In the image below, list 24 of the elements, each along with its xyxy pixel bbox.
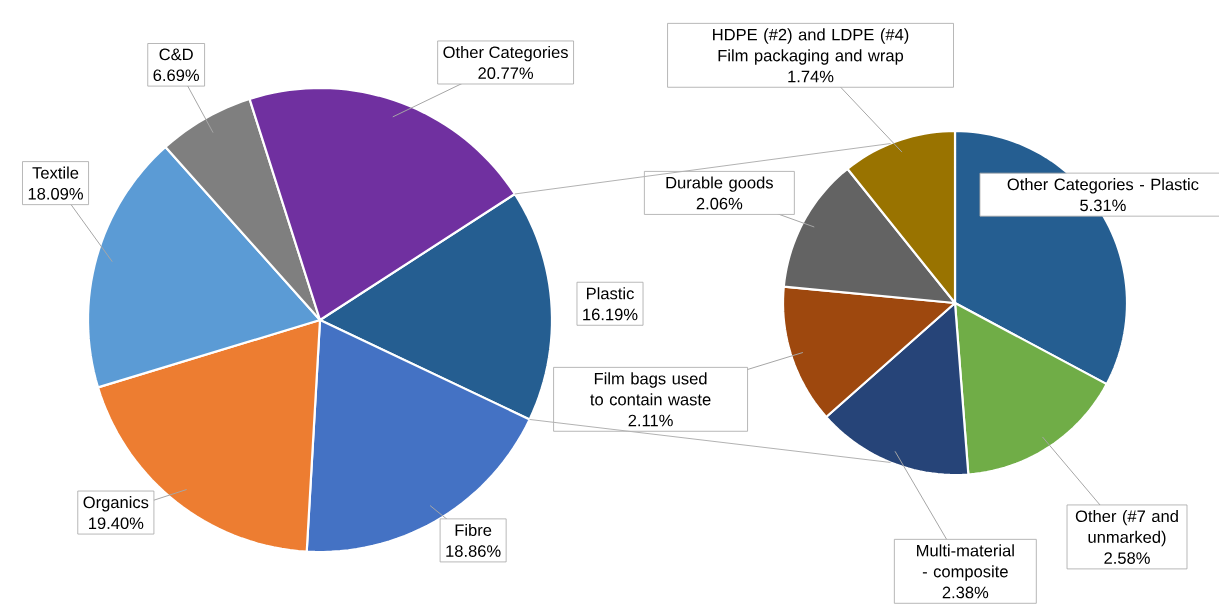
- data-label: 16.19%: [583, 308, 638, 321]
- slice-label: Other Categories - Plastic: [1007, 178, 1199, 194]
- data-label: 2.06%: [696, 197, 743, 210]
- slice-label: Durable goods: [666, 176, 773, 192]
- data-label: 2.11%: [628, 414, 673, 427]
- slice-label: Other (#7 and unmarked): [1075, 509, 1178, 547]
- slice-label: C&D: [159, 48, 193, 61]
- data-label: 6.69%: [153, 69, 200, 82]
- data-label: 2.38%: [942, 586, 989, 599]
- data-label: 1.74%: [788, 70, 834, 83]
- slice-label: Plastic: [586, 287, 634, 300]
- data-label: 19.40%: [89, 517, 144, 530]
- slice-label: Organics: [83, 496, 149, 512]
- data-label: 18.86%: [446, 545, 501, 557]
- data-label: 5.31%: [1080, 199, 1126, 212]
- slice-label: Multi-material - composite: [917, 544, 1014, 581]
- slice-label: Film bags used to contain waste: [590, 372, 711, 406]
- slice-label: HDPE (#2) and LDPE (#4) Film packaging and wrap: [713, 28, 909, 65]
- data-label: 18.09%: [28, 187, 83, 200]
- data-label: 20.77%: [478, 67, 534, 80]
- data-label: 2.58%: [1104, 552, 1150, 564]
- slice-label: Other Categories: [443, 45, 568, 62]
- slice-label: Fibre: [455, 523, 492, 537]
- slice-label: Textile: [32, 166, 79, 179]
